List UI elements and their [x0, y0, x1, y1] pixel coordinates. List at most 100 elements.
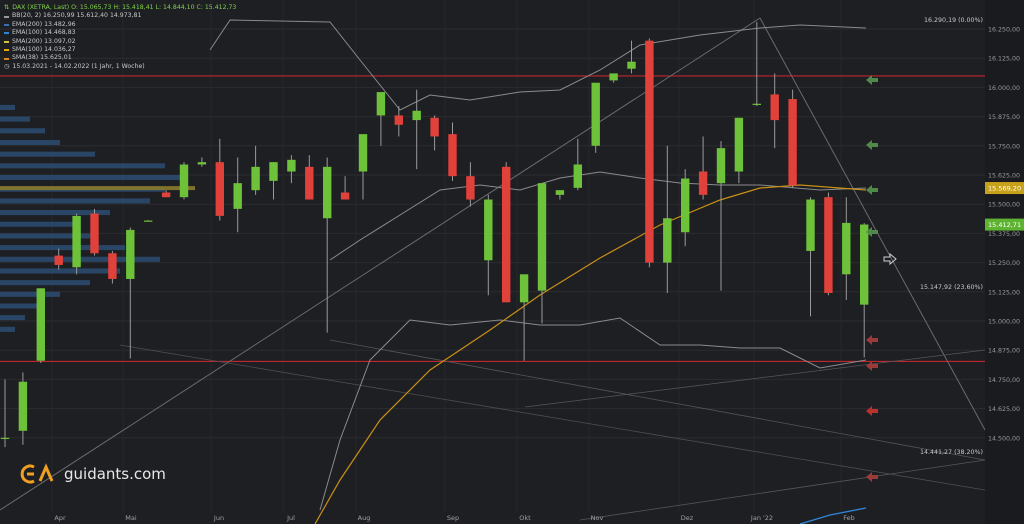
volume-profile-bar — [0, 280, 90, 286]
volume-profile-bar — [0, 116, 30, 122]
candle-bullish — [72, 215, 81, 268]
candle-bullish — [376, 92, 386, 116]
candle-bearish — [788, 99, 797, 186]
legend-item-label: SMA(38) 15.625,01 — [12, 54, 72, 62]
y-tick-label: 15.625,00 — [988, 173, 1020, 180]
legend-item-label: SMA(200) 13.097,02 — [12, 37, 76, 45]
overlays: 16.290,19 (0.00%) 15.147,92 (23.60%) 14.44… — [0, 17, 986, 524]
candle-bullish — [126, 229, 135, 279]
y-tick-label: 15.375,00 — [988, 231, 1020, 238]
candle-bullish — [842, 222, 851, 275]
trend-line — [524, 349, 986, 408]
candle-bullish — [251, 166, 260, 191]
y-tick-label: 15.250,00 — [988, 260, 1020, 267]
candle-bullish — [197, 162, 207, 165]
candle-bullish — [681, 178, 690, 233]
legend-item-label: BB(20, 2) 16.250,99 15.612,40 14.973,81 — [12, 12, 142, 20]
legend-swatch — [4, 15, 9, 18]
candle-bullish — [233, 183, 242, 209]
legend-item[interactable]: EMA(100) 14.468,83 — [4, 29, 236, 37]
candle-bullish — [555, 190, 565, 195]
candle-bullish — [323, 166, 332, 219]
signal-arrow-icon — [866, 406, 878, 416]
volume-profile-bar — [0, 210, 110, 216]
candle-bullish — [18, 381, 28, 431]
y-tick-label: 16.000,00 — [988, 85, 1020, 92]
candle-bullish — [36, 288, 45, 361]
legend-title-row: ⇅ DAX (XETRA, Last) O: 15.065,73 H: 15.4… — [4, 4, 236, 12]
legend-swatch — [4, 24, 9, 27]
candle-bullish — [0, 437, 10, 439]
candle-bullish — [627, 61, 636, 69]
signal-arrow-icon — [866, 227, 878, 237]
y-tick-label: 16.125,00 — [988, 56, 1020, 63]
candle-bearish — [430, 117, 439, 137]
candle-bearish — [394, 115, 403, 125]
legend-item-label: SMA(100) 14.036,27 — [12, 46, 76, 54]
candles — [0, 21, 869, 448]
candle-bearish — [54, 255, 63, 265]
x-tick-label: Apr — [54, 514, 66, 522]
candle-bullish — [144, 220, 153, 222]
candle-bullish — [716, 148, 726, 184]
legend-item[interactable]: EMA(200) 13.482,96 — [4, 21, 236, 29]
sma38-line — [314, 184, 867, 524]
y-tick-label: 15.500,00 — [988, 202, 1020, 209]
x-tick-label: Aug — [358, 514, 371, 522]
candle-bullish — [573, 164, 582, 188]
candle-bearish — [215, 162, 224, 216]
candle-bullish — [734, 117, 744, 172]
clock-icon: ◷ — [4, 62, 10, 70]
x-tick-label: Feb — [843, 514, 855, 522]
legend-period: 15.03.2021 - 14.02.2022 (1 Jahr, 1 Woche… — [12, 62, 145, 70]
candle-bearish — [448, 134, 457, 177]
y-tick-label: 15.125,00 — [988, 289, 1020, 296]
x-tick-label: Okt — [519, 514, 531, 522]
legend-swatch — [4, 32, 9, 35]
current-price-arrow-icon — [883, 252, 897, 266]
legend-item[interactable]: SMA(200) 13.097,02 — [4, 38, 236, 46]
x-tick-label: Jul — [286, 514, 295, 522]
y-tick-label: 15.750,00 — [988, 143, 1020, 150]
legend-item[interactable]: SMA(38) 15.625,01 — [4, 54, 236, 62]
legend-item-label: EMA(200) 13.482,96 — [12, 20, 76, 28]
chart-background — [0, 0, 985, 524]
candle-bearish — [824, 197, 833, 293]
candle-bearish — [502, 166, 511, 303]
legend-item[interactable]: SMA(100) 14.036,27 — [4, 46, 236, 54]
y-axis: 16.250,00 16.125,00 16.000,00 15.875,00 15.7… — [985, 27, 1024, 442]
candle-bullish — [358, 134, 368, 172]
legend-swatch — [4, 40, 9, 43]
volume-profile-bar — [0, 198, 150, 204]
volume-profile-bar — [0, 315, 25, 321]
legend-title: DAX (XETRA, Last) O: 15.065,73 H: 15.418… — [12, 4, 237, 11]
volume-profile-bar — [0, 233, 95, 239]
volume-profile-bar — [0, 221, 80, 227]
volume-profile-bar — [0, 268, 120, 274]
candle-bullish — [179, 164, 189, 198]
price-tag — [985, 182, 1024, 195]
candle-bullish — [609, 73, 618, 81]
price-tag — [985, 218, 1024, 231]
logo-text: guidants.com — [64, 465, 166, 483]
signal-arrow-icon — [866, 361, 878, 371]
x-tick-label: Nov — [591, 514, 604, 522]
y-tick-label: 14.625,00 — [988, 406, 1020, 413]
candle-bearish — [108, 253, 117, 279]
volume-profile-bar — [0, 104, 15, 110]
candle-bullish — [484, 199, 493, 261]
candle-bullish — [287, 159, 296, 172]
legend-swatch — [4, 49, 9, 52]
candle-bullish — [537, 183, 547, 291]
legend-period-row: ◷ 15.03.2021 - 14.02.2022 (1 Jahr, 1 Woc… — [4, 63, 236, 71]
trend-line — [119, 344, 986, 491]
y-tick-label: 14.750,00 — [988, 377, 1020, 384]
signal-arrow-icon — [866, 335, 878, 345]
trend-line — [0, 17, 761, 511]
x-tick-label: Sep — [447, 514, 459, 522]
x-axis: Apr Mai Jun Jul Aug Sep Okt Nov Dez Jan '22 Feb — [54, 514, 854, 522]
legend-item[interactable]: BB(20, 2) 16.250,99 15.612,40 14.973,81 — [4, 12, 236, 20]
signal-arrow-icon — [866, 185, 878, 195]
price-axis-background — [985, 0, 1024, 524]
